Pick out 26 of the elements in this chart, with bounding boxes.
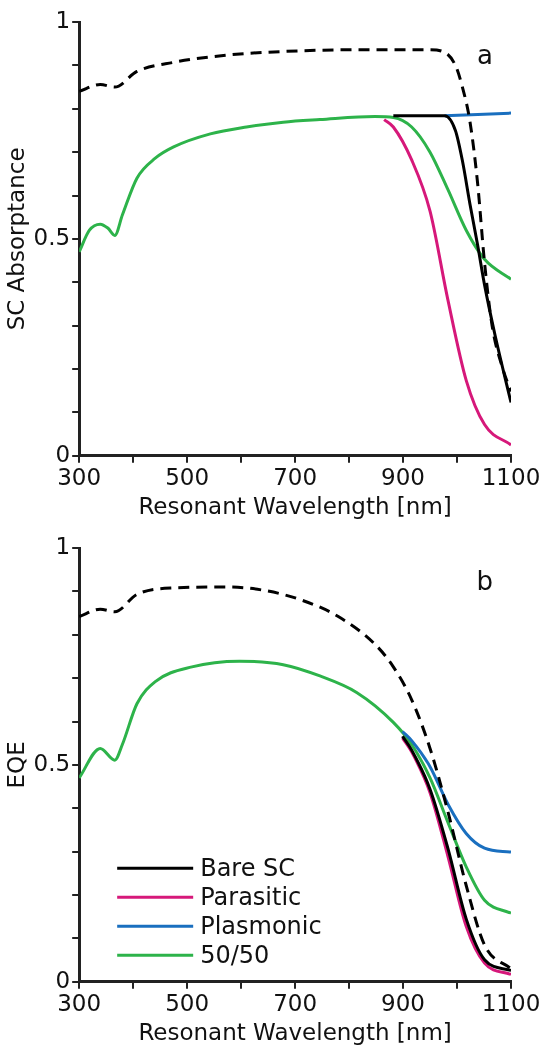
x-tick-label: 900 [381,989,425,1016]
legend-label: Parasitic [200,882,302,911]
x-axis-title: Resonant Wavelength [nm] [138,493,452,520]
y-tick-label: 1 [55,6,71,33]
x-tick-label: 700 [273,463,318,490]
y-tick-label: 0.5 [33,223,71,250]
x-tick-label: 500 [165,463,210,490]
line-series [401,730,511,854]
y-tick-label: 1 [55,532,71,559]
legend-label: 50/50 [200,940,270,969]
x-tick-label: 900 [381,463,425,490]
x-tick-label: 1100 [481,989,541,1016]
y-axis-title: EQE [2,741,29,789]
line-series [79,115,511,281]
y-tick-label: 0.5 [33,749,71,776]
legend-label: Bare SC [200,853,296,882]
legend-label: Plasmonic [200,911,322,940]
x-tick-label: 700 [273,989,318,1016]
annotation: a [477,39,493,70]
x-tick-label: 1100 [481,463,541,490]
line-series [382,118,511,447]
y-axis-title: SC Absorptance [2,147,29,331]
x-axis-title: Resonant Wavelength [nm] [138,1019,452,1046]
x-tick-label: 500 [165,989,210,1016]
line-series [79,659,511,915]
annotation: b [476,565,493,596]
